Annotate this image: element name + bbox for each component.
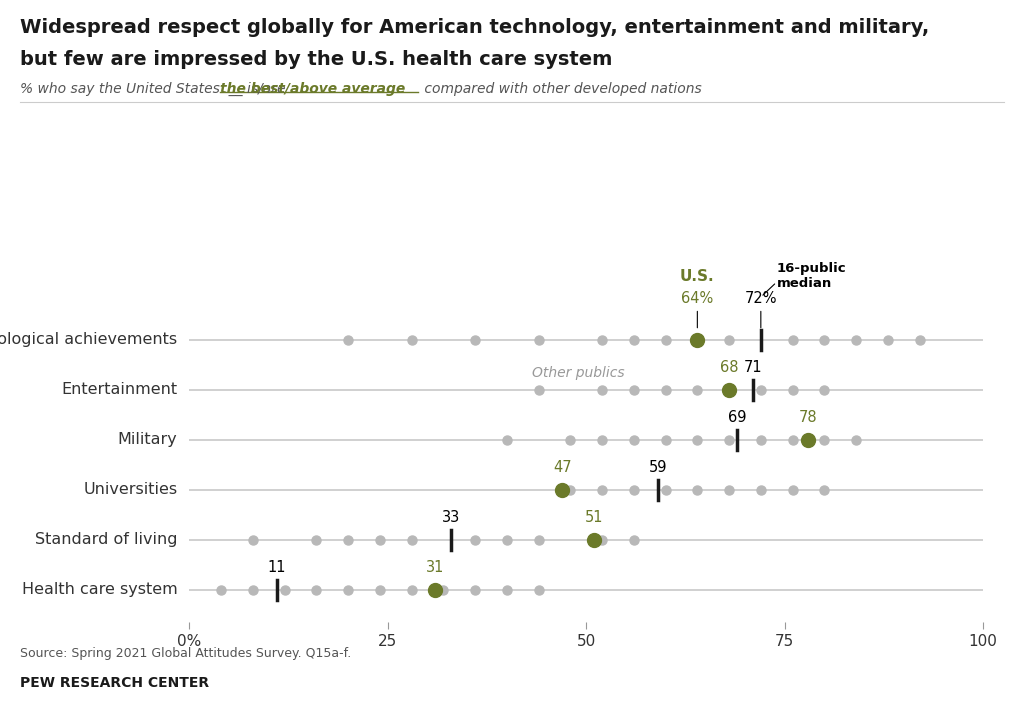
Text: PEW RESEARCH CENTER: PEW RESEARCH CENTER bbox=[20, 676, 210, 690]
Text: 71: 71 bbox=[743, 360, 762, 375]
Text: Source: Spring 2021 Global Attitudes Survey. Q15a-f.: Source: Spring 2021 Global Attitudes Sur… bbox=[20, 647, 351, 660]
Text: 64%: 64% bbox=[681, 290, 714, 305]
Text: % who say the United States’ __ is/are: % who say the United States’ __ is/are bbox=[20, 82, 291, 97]
Text: 16-public
median: 16-public median bbox=[776, 262, 846, 290]
Text: U.S.: U.S. bbox=[680, 269, 715, 284]
Text: the best/above average: the best/above average bbox=[220, 82, 406, 97]
Text: Technological achievements: Technological achievements bbox=[0, 332, 177, 347]
Text: 33: 33 bbox=[442, 510, 461, 525]
Text: Military: Military bbox=[118, 432, 177, 447]
Text: Entertainment: Entertainment bbox=[61, 382, 177, 397]
Text: 72%: 72% bbox=[744, 290, 777, 305]
Text: Widespread respect globally for American technology, entertainment and military,: Widespread respect globally for American… bbox=[20, 18, 930, 37]
Text: compared with other developed nations: compared with other developed nations bbox=[420, 82, 701, 97]
Text: but few are impressed by the U.S. health care system: but few are impressed by the U.S. health… bbox=[20, 50, 612, 69]
Text: Health care system: Health care system bbox=[22, 582, 177, 597]
Text: 51: 51 bbox=[585, 510, 603, 525]
Text: 31: 31 bbox=[426, 560, 444, 575]
Text: 59: 59 bbox=[648, 460, 667, 475]
Text: Other publics: Other publics bbox=[532, 365, 625, 380]
Text: Standard of living: Standard of living bbox=[35, 532, 177, 547]
Text: 69: 69 bbox=[728, 410, 746, 425]
Text: 68: 68 bbox=[720, 360, 738, 375]
Text: 47: 47 bbox=[553, 460, 571, 475]
Text: Universities: Universities bbox=[83, 482, 177, 497]
Text: 11: 11 bbox=[267, 560, 286, 575]
Text: 78: 78 bbox=[799, 410, 818, 425]
